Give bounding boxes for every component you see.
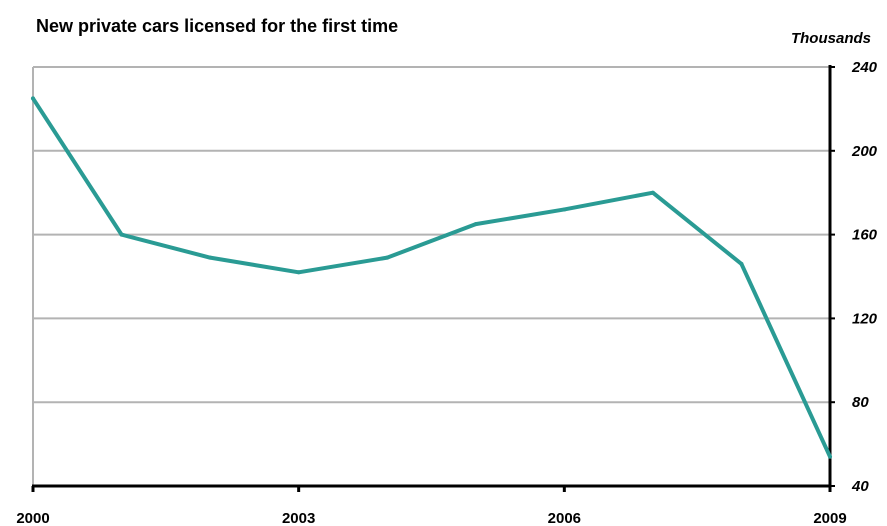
data-point-2007 <box>650 190 655 195</box>
data-point-2006 <box>562 207 567 212</box>
x-tick-label-2003: 2003 <box>282 510 315 526</box>
y-unit-label: Thousands <box>791 30 871 47</box>
data-point-2005 <box>473 222 478 227</box>
y-tick-label-40: 40 <box>851 478 869 495</box>
y-tick-label-160: 160 <box>852 227 878 244</box>
x-tick-label-2000: 2000 <box>16 510 49 526</box>
series-group <box>31 96 832 459</box>
series-line-0 <box>31 96 832 459</box>
data-point-2009 <box>828 454 832 459</box>
data-point-2000 <box>31 96 35 101</box>
y-tick-label-120: 120 <box>852 310 878 327</box>
y-tick-label-240: 240 <box>851 59 878 76</box>
gridlines <box>32 66 830 486</box>
x-tick-label-2009: 2009 <box>813 510 846 526</box>
data-point-2004 <box>385 255 390 260</box>
y-tick-label-200: 200 <box>851 143 878 160</box>
axes <box>32 65 832 488</box>
chart-title: New private cars licensed for the first … <box>36 16 398 36</box>
y-tick-label-80: 80 <box>852 394 869 411</box>
data-point-2001 <box>119 232 124 237</box>
x-tick-label-2006: 2006 <box>548 510 581 526</box>
y-axis-ticks: 40 80 120 160 200 240 <box>830 59 878 495</box>
x-axis-ticks: 2000 2003 2006 2009 <box>16 486 847 526</box>
data-point-2002 <box>208 255 213 260</box>
data-point-2003 <box>296 270 301 275</box>
data-point-2008 <box>739 261 744 266</box>
